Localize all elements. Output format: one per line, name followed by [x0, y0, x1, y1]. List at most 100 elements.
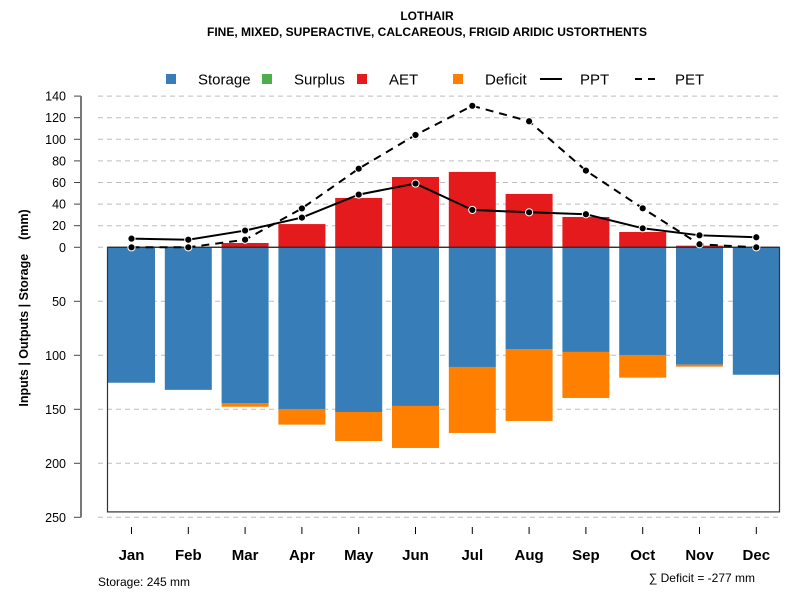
x-axis: Jan Feb Mar Apr May Jun Jul Aug Sep Oct Nov Dec	[119, 527, 770, 564]
x-tick-label: May	[344, 547, 374, 564]
aet-bar	[619, 231, 667, 248]
x-tick-label: Sep	[572, 547, 600, 564]
storage-bar	[278, 247, 326, 409]
storage-bar	[335, 247, 383, 412]
aet-bar	[392, 176, 439, 248]
pet-point	[695, 240, 704, 249]
storage-bar	[732, 247, 780, 375]
lines	[127, 101, 761, 252]
storage-bar	[108, 247, 155, 383]
ppt-point	[752, 233, 761, 242]
deficit-bar	[448, 366, 496, 433]
chart-title: LOTHAIR	[400, 9, 454, 23]
pet-point	[525, 117, 534, 126]
y-tick-label: 40	[52, 198, 66, 212]
ppt-point	[184, 235, 193, 244]
legend-swatch-aet	[357, 74, 367, 84]
y-tick-label: 120	[45, 111, 66, 125]
chart-subtitle: FINE, MIXED, SUPERACTIVE, CALCAREOUS, FR…	[207, 25, 647, 39]
storage-capacity-box	[106, 246, 781, 513]
x-tick-label: Jun	[402, 547, 429, 564]
ppt-point	[638, 224, 647, 233]
deficit-bar	[278, 408, 326, 425]
deficit-bar	[676, 364, 723, 367]
y-tick-label: 250	[45, 511, 66, 525]
storage-bar	[221, 247, 269, 404]
x-tick-label: Jul	[461, 547, 483, 564]
legend-swatch-storage	[166, 74, 176, 84]
deficit-total-note: ∑ Deficit = -277 mm	[649, 571, 755, 585]
deficit-bar	[221, 403, 269, 407]
x-tick-label: Nov	[685, 547, 714, 564]
aet-bar	[335, 197, 383, 248]
x-tick-label: Oct	[630, 547, 655, 564]
legend-label-pet: PET	[675, 72, 704, 89]
y-tick-label: 0	[59, 241, 66, 255]
y-tick-label: 100	[45, 349, 66, 363]
pet-point	[297, 204, 306, 213]
storage-bar	[448, 247, 496, 367]
ppt-point	[411, 179, 420, 188]
legend-label-ppt: PPT	[580, 72, 609, 89]
pet-point	[752, 243, 761, 252]
pet-line	[131, 104, 757, 249]
storage-bar	[505, 247, 553, 350]
bars	[108, 171, 780, 448]
y-tick-label: 20	[52, 219, 66, 233]
pet-point	[241, 235, 250, 244]
ppt-point	[468, 205, 477, 215]
ppt-point	[241, 226, 250, 235]
legend-label-storage: Storage	[198, 72, 251, 89]
pet-point	[127, 243, 136, 252]
y-tick-label: 80	[52, 154, 66, 168]
ppt-point	[581, 210, 591, 219]
aet-bar	[562, 216, 610, 248]
deficit-bar	[335, 412, 383, 442]
y-tick-label: 60	[52, 176, 66, 190]
legend-swatch-surplus	[262, 74, 272, 84]
deficit-bar	[619, 354, 667, 378]
x-tick-label: Jan	[119, 547, 145, 564]
storage-bar	[619, 247, 667, 355]
ppt-point	[525, 208, 534, 217]
x-tick-label: Mar	[232, 547, 259, 564]
deficit-bar	[562, 351, 610, 398]
y-tick-label: 100	[45, 133, 66, 147]
pet-point	[184, 243, 193, 252]
pet-point	[354, 164, 363, 173]
x-tick-label: Apr	[289, 547, 315, 564]
aet-bar	[505, 193, 553, 248]
storage-note: Storage: 245 mm	[98, 575, 190, 589]
y-tick-label: 200	[45, 457, 66, 471]
pet-point	[581, 166, 591, 175]
y-tick-label: 50	[52, 295, 66, 309]
storage-bar	[562, 247, 610, 352]
ppt-point	[297, 213, 306, 222]
legend: Storage Surplus AET Deficit PPT PET	[166, 72, 704, 89]
aet-bar	[221, 242, 269, 248]
legend-label-surplus: Surplus	[294, 72, 345, 89]
x-tick-label: Dec	[743, 547, 771, 564]
pet-point	[468, 101, 477, 110]
ppt-line	[131, 182, 757, 241]
legend-label-deficit: Deficit	[485, 72, 528, 89]
ppt-point	[354, 190, 363, 199]
y-tick-label: 150	[45, 403, 66, 417]
legend-label-aet: AET	[389, 72, 418, 89]
deficit-bar	[392, 405, 439, 448]
x-tick-label: Feb	[175, 547, 202, 564]
legend-swatch-deficit	[453, 74, 463, 84]
y-axis-label: Inputs | Outputs | Storage (mm)	[17, 209, 31, 406]
storage-bar	[676, 247, 723, 365]
storage-bar	[392, 247, 439, 406]
deficit-bar	[505, 349, 553, 421]
pet-point	[411, 130, 420, 140]
storage-bar	[164, 247, 212, 390]
ppt-point	[127, 234, 136, 243]
ppt-point	[695, 231, 704, 240]
y-tick-label: 140	[45, 90, 66, 104]
aet-bar	[278, 224, 326, 248]
x-tick-label: Aug	[515, 547, 544, 564]
